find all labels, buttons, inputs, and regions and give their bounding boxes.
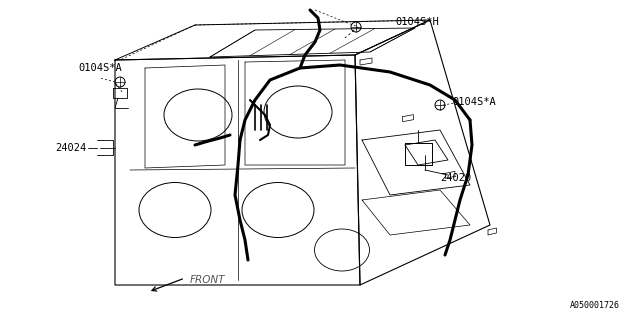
- Text: A050001726: A050001726: [570, 301, 620, 310]
- Text: 24024: 24024: [55, 143, 86, 153]
- Text: 0104S*A: 0104S*A: [452, 97, 496, 107]
- Text: 0104S*H: 0104S*H: [395, 17, 439, 27]
- Text: 0104S*A: 0104S*A: [78, 63, 122, 73]
- Text: FRONT: FRONT: [190, 275, 225, 285]
- Text: 24020: 24020: [440, 173, 471, 183]
